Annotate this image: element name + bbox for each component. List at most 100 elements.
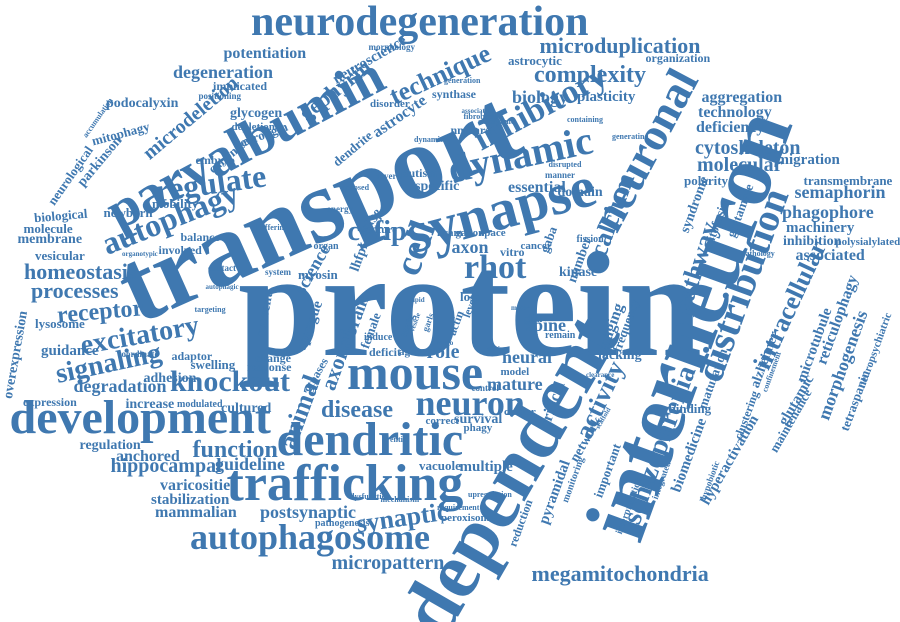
word-model: model xyxy=(500,365,530,378)
word-disrupted: disrupted xyxy=(548,160,582,169)
word-biology: biology xyxy=(512,87,569,107)
word-degradation: degradation xyxy=(73,376,167,396)
word-generating: generating xyxy=(612,132,649,141)
word-expression: expression xyxy=(23,395,77,409)
word-kinase: kinase xyxy=(559,265,598,280)
word-disorder: disorder xyxy=(370,97,410,110)
word-astrocytic: astrocytic xyxy=(508,52,562,68)
word-spine: spine xyxy=(526,315,567,335)
word-technology: technology xyxy=(698,104,772,121)
word-binding: binding xyxy=(668,400,712,416)
word-coordinate: coordinate xyxy=(117,348,159,359)
word-micropattern: micropattern xyxy=(331,552,445,574)
word-glycogen: glycogen xyxy=(230,106,283,121)
word-pathology: pathology xyxy=(741,249,775,258)
word-morphology: morphology xyxy=(368,41,416,52)
word-increase: increase xyxy=(125,397,175,412)
word-clearance: clearance xyxy=(586,370,615,379)
word-molecular: molecular xyxy=(697,154,783,176)
word-association: association xyxy=(461,106,495,115)
word-organotypic: organotypic xyxy=(122,249,158,258)
word-axon: axon xyxy=(451,237,489,257)
word-agent: agent xyxy=(399,345,425,358)
word-polarity: polarity xyxy=(684,172,729,188)
word-autophagosome: autophagosome xyxy=(190,517,431,557)
word-embryonic: embryonic xyxy=(478,117,515,126)
word-disease: disease xyxy=(321,397,393,423)
word-role: role xyxy=(426,341,460,363)
word-motor: motor xyxy=(511,303,530,312)
word-cancer: cancer xyxy=(520,239,552,252)
word-homeostasis: homeostasis xyxy=(24,259,137,284)
word-pathogenesis: pathogenesis xyxy=(315,518,370,529)
word-generation: generation xyxy=(444,76,481,85)
word-energy: energy xyxy=(327,203,353,214)
word-modulated: modulated xyxy=(177,399,223,410)
word-vacuole: vacuole xyxy=(419,457,461,473)
word-vitro: vitro xyxy=(500,245,525,259)
word-plasticity: plasticity xyxy=(577,88,636,105)
word-remain: remain xyxy=(545,330,576,341)
word-cultured: cultured xyxy=(221,401,272,416)
word-biological: biological xyxy=(32,205,88,225)
word-correct: correct xyxy=(425,414,459,427)
word-autism: autism xyxy=(402,166,438,180)
word-loss: loss xyxy=(460,288,481,304)
word-contact: contact xyxy=(208,262,236,273)
word-fission: fission xyxy=(576,234,604,245)
word-buffering: buffering xyxy=(256,223,288,232)
word-deficit: deficit xyxy=(369,345,401,359)
word-dysfunction: dysfunction xyxy=(350,492,391,501)
word-deficiency: deficiency xyxy=(696,119,765,136)
word-megamitochondria: megamitochondria xyxy=(531,561,709,586)
word-essential: essential xyxy=(508,179,566,196)
word-rhot: rhot xyxy=(464,249,527,286)
word-containing: containing xyxy=(567,115,604,124)
word-gabon: gabon xyxy=(455,226,485,239)
word-guideline: guideline xyxy=(215,454,286,474)
word-inhibition: inhibition xyxy=(783,234,842,249)
word-synthase: synthase xyxy=(432,87,477,101)
word-organ: organ xyxy=(313,241,339,252)
word-stabilization: stabilization xyxy=(151,491,230,508)
word-overexpression: overexpression xyxy=(0,309,31,401)
word-control: control xyxy=(471,382,499,393)
word-embryo: embryo xyxy=(195,153,235,167)
word-neurodegeneration: neurodegeneration xyxy=(251,0,589,45)
word-mouse: mouse xyxy=(347,344,484,400)
word-schizo-small: cluster xyxy=(504,405,536,418)
word-regulation: regulation xyxy=(79,438,141,453)
word-positioning: positioning xyxy=(198,90,242,101)
word-organization: organization xyxy=(645,51,711,65)
word-machinery: machinery xyxy=(786,219,855,236)
word-function: function xyxy=(192,437,278,463)
word-molecule: molecule xyxy=(23,220,73,236)
word-phagy: phagy xyxy=(463,421,493,434)
word-knockout: knockout xyxy=(170,365,291,398)
word-fibroblast: fibroblast xyxy=(463,112,497,121)
word-potentiation: potentiation xyxy=(223,45,307,62)
word-newborn: newborn xyxy=(103,204,153,220)
word-neural: neural xyxy=(502,347,553,367)
word-space: space xyxy=(480,226,506,239)
word-microduplication: microduplication xyxy=(539,33,701,58)
word-polysialylated: polysialylated xyxy=(835,235,900,248)
word-requirement: requirement xyxy=(437,503,480,512)
word-distinct: distinct xyxy=(487,344,510,353)
word-ncam: ncam xyxy=(437,226,463,239)
word-several: several xyxy=(376,170,404,181)
word-aggregation: aggregation xyxy=(701,89,783,106)
word-response: response xyxy=(247,360,292,374)
word-swelling: swelling xyxy=(190,356,236,372)
word-implicated: implicated xyxy=(213,79,267,93)
word-hippocampal: hippocampal xyxy=(110,455,222,477)
word-lipid: lipid xyxy=(411,295,425,304)
word-anchored: anchored xyxy=(116,448,180,465)
word-semaphorin: semaphorin xyxy=(794,182,886,202)
word-dendritic: dendritic xyxy=(276,413,464,466)
word-associated: associated xyxy=(795,247,865,264)
word-change: change xyxy=(255,351,291,365)
word-guidance: guidance xyxy=(41,342,99,359)
word-mobility: mobility xyxy=(152,195,199,211)
word-lysosome: lysosome xyxy=(35,315,85,331)
